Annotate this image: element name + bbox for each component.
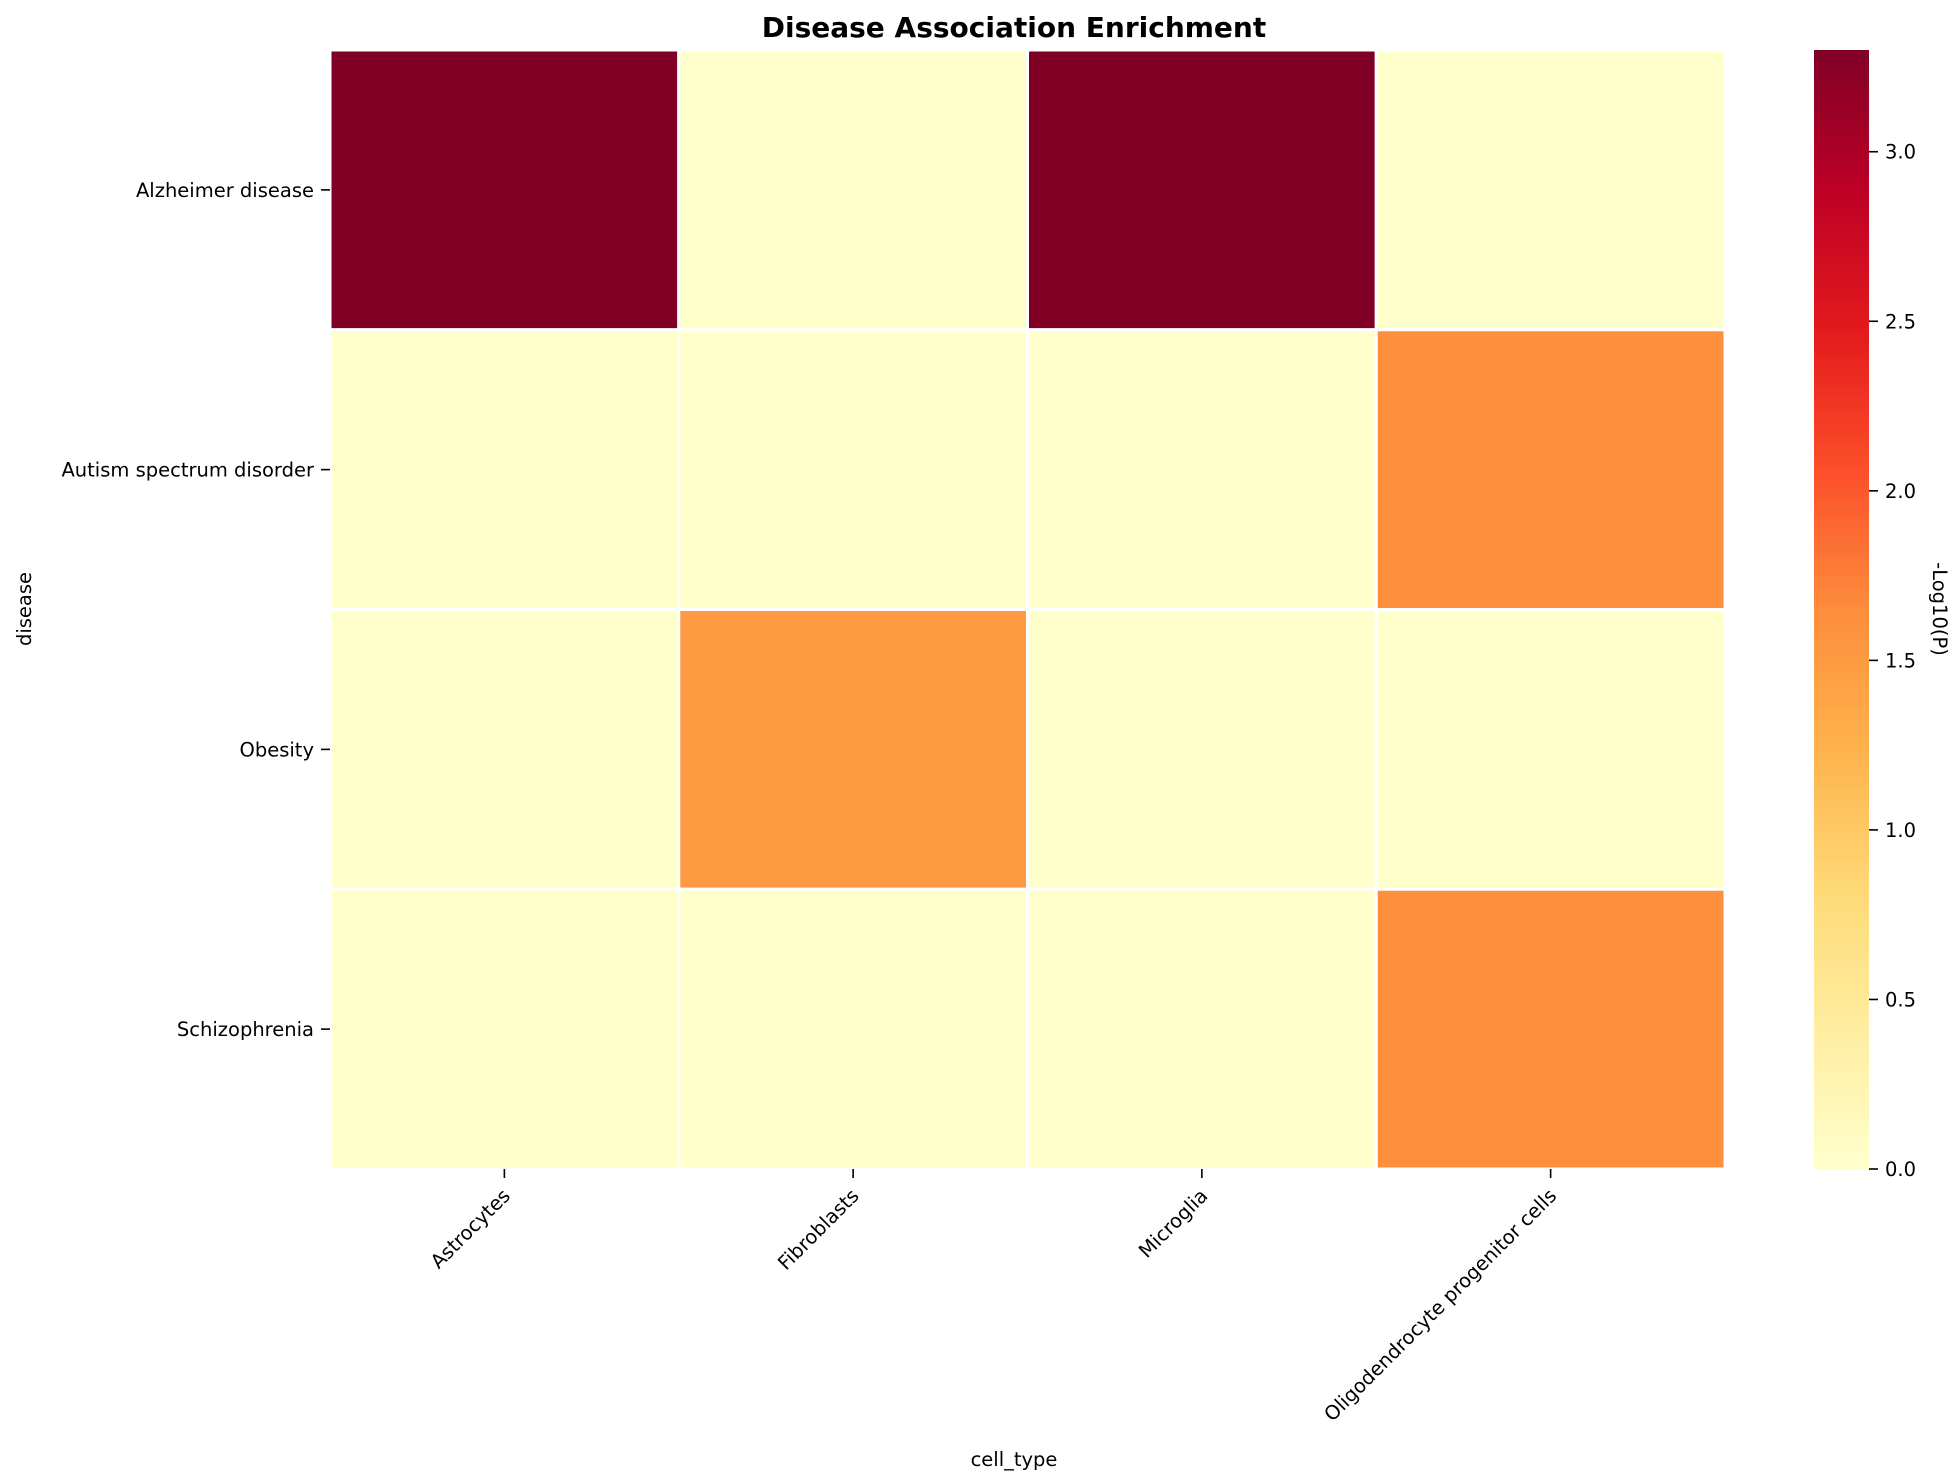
chart-title: Disease Association Enrichment [762,11,1267,44]
heatmap-cells [328,48,1727,1171]
heatmap-cell-autism-spectrum-disorder-oligodendrocyte-progenitor-cells [1374,328,1727,611]
x-tick-label: Microglia [1134,1184,1212,1262]
x-tick-label: Fibroblasts [773,1184,863,1274]
heatmap-cell-alzheimer-disease-astrocytes [328,48,681,332]
colorbar-tick-label: 2.0 [1885,480,1916,503]
heatmap-cell-alzheimer-disease-microglia [1026,48,1378,332]
colorbar: 0.0 0.5 1.0 1.5 2.0 2.5 3.0 -Log10(P) [1814,50,1951,1181]
heatmap-cell-obesity-astrocytes [328,608,681,891]
colorbar-ticks: 0.0 0.5 1.0 1.5 2.0 2.5 3.0 [1869,141,1916,1181]
colorbar-tick-label: 2.5 [1885,310,1916,333]
colorbar-tick-label: 1.5 [1885,649,1916,672]
x-tick-label: Oligodendrocyte progenitor cells [1319,1184,1561,1426]
heatmap-cell-schizophrenia-astrocytes [328,887,681,1171]
colorbar-gradient [1814,50,1869,1169]
colorbar-tick-label: 1.0 [1885,819,1916,842]
y-axis-label: disease [13,572,36,646]
x-axis-label: cell_type [971,1448,1058,1471]
heatmap-cell-obesity-fibroblasts [677,608,1029,891]
colorbar-tick-label: 0.5 [1885,988,1916,1011]
y-tick-label: Obesity [240,738,315,761]
y-tick-label: Autism spectrum disorder [61,459,315,482]
colorbar-tick-label: 3.0 [1885,141,1916,164]
heatmap-cell-schizophrenia-microglia [1026,887,1378,1171]
heatmap-cell-alzheimer-disease-oligodendrocyte-progenitor-cells [1374,48,1727,332]
colorbar-label: -Log10(P) [1928,562,1951,656]
heatmap-cell-autism-spectrum-disorder-fibroblasts [677,328,1029,611]
y-tick-label: Alzheimer disease [136,179,314,202]
x-axis-ticks: Astrocytes Fibroblasts Microglia Oligodendr… [426,1169,1561,1426]
heatmap-cell-alzheimer-disease-fibroblasts [677,48,1029,332]
y-tick-label: Schizophrenia [177,1018,314,1041]
heatmap-cell-autism-spectrum-disorder-microglia [1026,328,1378,611]
heatmap-cell-schizophrenia-oligodendrocyte-progenitor-cells [1374,887,1727,1171]
heatmap-cell-obesity-oligodendrocyte-progenitor-cells [1374,608,1727,891]
heatmap-cell-obesity-microglia [1026,608,1378,891]
heatmap-cell-autism-spectrum-disorder-astrocytes [328,328,681,611]
y-axis-ticks: Alzheimer disease Autism spectrum disorde… [61,179,330,1041]
colorbar-tick-label: 0.0 [1885,1158,1916,1181]
heatmap-cell-schizophrenia-fibroblasts [677,887,1029,1171]
x-tick-label: Astrocytes [426,1184,515,1273]
